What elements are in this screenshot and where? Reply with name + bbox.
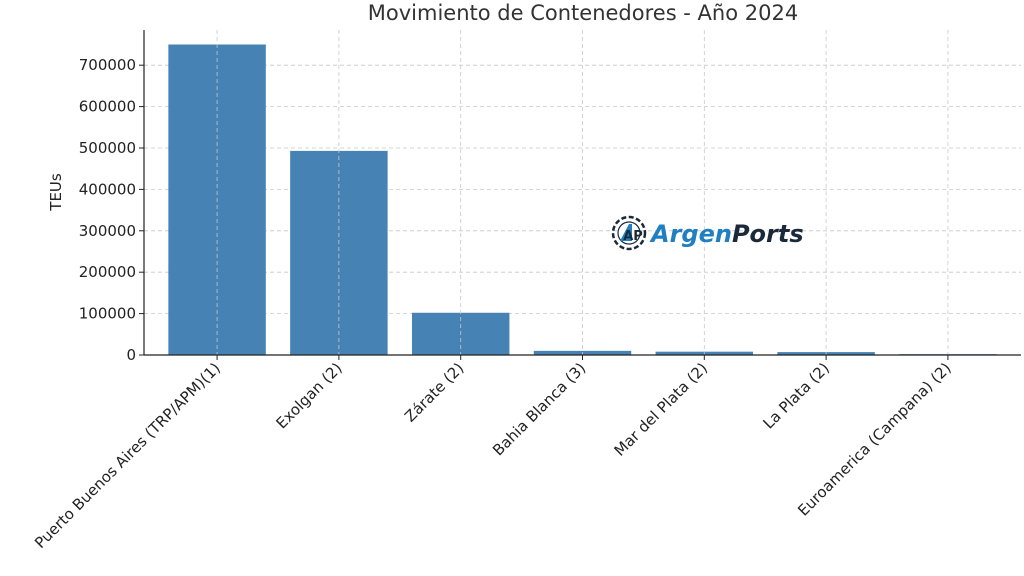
chart-title: Movimiento de Contenedores - Año 2024 — [368, 1, 798, 25]
brand-name: ArgenPorts — [649, 220, 804, 248]
y-tick-label: 500000 — [79, 139, 136, 157]
y-tick-label: 600000 — [79, 98, 136, 116]
argenports-watermark: AP ArgenPorts — [611, 215, 804, 251]
x-ticks: Puerto Buenos Aires (TRP/APM)(1) Exolgan … — [31, 355, 955, 552]
y-tick-label: 0 — [126, 346, 136, 364]
brand-name-part2: Ports — [732, 220, 804, 248]
x-tick-label: Puerto Buenos Aires (TRP/APM)(1) — [31, 359, 224, 552]
x-tick-label: Zárate (2) — [401, 359, 467, 425]
y-axis-label: TEUs — [47, 173, 65, 212]
x-tick-label: Mar del Plata (2) — [611, 359, 712, 460]
logo-mark-text: AP — [623, 229, 643, 244]
y-tick-label: 100000 — [79, 305, 136, 323]
y-tick-label: 300000 — [79, 222, 136, 240]
argenports-logo-icon: AP — [611, 215, 647, 251]
y-ticks: 0 100000 200000 300000 400000 500000 600000 700… — [79, 56, 144, 364]
brand-name-part1: Argen — [649, 220, 732, 248]
x-tick-label: Exolgan (2) — [273, 359, 346, 432]
y-tick-label: 200000 — [79, 263, 136, 281]
y-tick-label: 400000 — [79, 180, 136, 198]
x-tick-label: Bahia Blanca (3) — [489, 359, 589, 459]
y-tick-label: 700000 — [79, 56, 136, 74]
x-tick-label: La Plata (2) — [760, 359, 833, 432]
